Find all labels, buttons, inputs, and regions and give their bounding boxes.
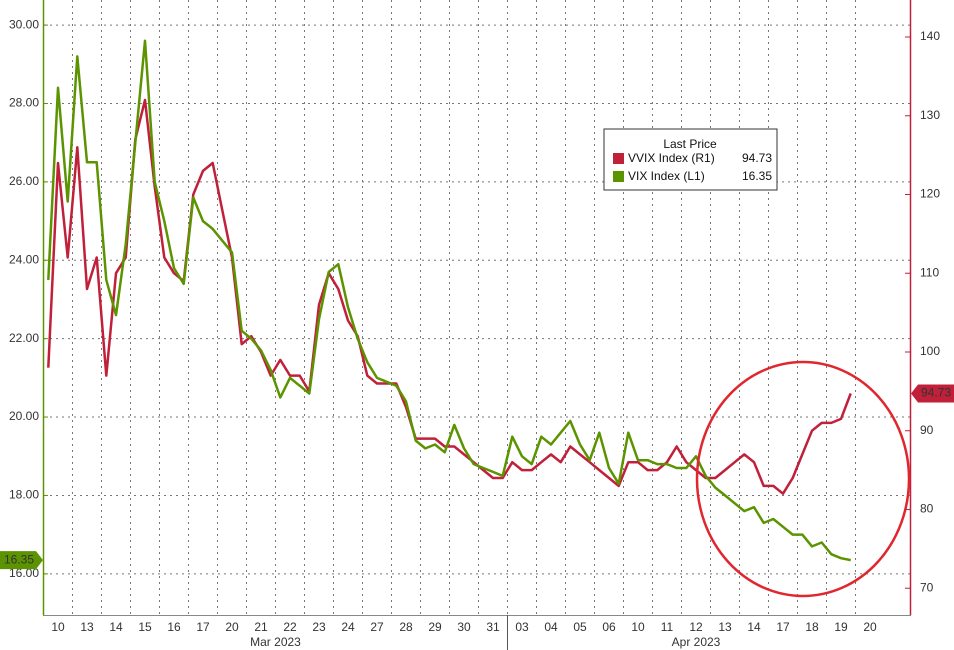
y-tick-label: 22.00: [9, 331, 39, 345]
x-tick-label: 23: [312, 620, 326, 634]
x-tick-label: 15: [138, 620, 152, 634]
y2-tick-label: 80: [920, 502, 934, 516]
x-tick-label: 31: [486, 620, 500, 634]
y2-tick-label: 90: [920, 423, 934, 437]
x-tick-label: 10: [631, 620, 645, 634]
y-tick-label: 26.00: [9, 174, 39, 188]
y2-tick-label: 70: [920, 580, 934, 594]
x-tick-label: 10: [51, 620, 65, 634]
legend: Last Price VVIX Index (R1) 94.73 VIX Ind…: [603, 128, 778, 191]
y-tick-label: 24.00: [9, 252, 39, 266]
series-line: [47, 39, 851, 562]
x-tick-label: 19: [834, 620, 848, 634]
month-label: Mar 2023: [250, 635, 301, 649]
x-tick-label: 27: [370, 620, 384, 634]
x-tick-label: 14: [747, 620, 761, 634]
x-tick-label: 21: [254, 620, 268, 634]
x-tick-label: 17: [196, 620, 210, 634]
y2-tick-label: 100: [920, 344, 940, 358]
x-tick-label: 18: [805, 620, 819, 634]
x-tick-label: 06: [602, 620, 616, 634]
last-value-label: 16.35: [4, 552, 34, 566]
y2-tick-label: 130: [920, 108, 940, 122]
legend-swatch: [613, 171, 624, 182]
y2-tick-label: 110: [920, 265, 939, 279]
legend-title: Last Price: [663, 137, 717, 151]
x-tick-label: 13: [718, 620, 732, 634]
x-tick-label: 28: [399, 620, 413, 634]
legend-label: VVIX Index (R1): [628, 151, 715, 165]
legend-swatch: [613, 153, 624, 164]
x-tick-label: 14: [109, 620, 123, 634]
y-tick-label: 20.00: [9, 409, 39, 423]
y-tick-label: 18.00: [9, 488, 39, 502]
month-label: Apr 2023: [672, 635, 721, 649]
y-tick-label: 28.00: [9, 96, 39, 110]
legend-label: VIX Index (L1): [628, 169, 705, 183]
plot: [47, 39, 852, 562]
x-tick-label: 17: [776, 620, 790, 634]
x-tick-label: 20: [225, 620, 239, 634]
x-tick-label: 04: [544, 620, 558, 634]
x-tick-label: 11: [661, 620, 674, 634]
y-tick-label: 16.00: [9, 566, 39, 580]
last-value-badge: [911, 384, 954, 403]
grid: [44, 0, 910, 615]
x-tick-label: 12: [689, 620, 703, 634]
y-tick-label: 30.00: [9, 17, 39, 31]
y2-tick-label: 140: [920, 29, 940, 43]
last-value-badge: [0, 551, 43, 570]
last-value-label: 94.73: [921, 386, 951, 400]
legend-value: 94.73: [742, 151, 772, 165]
x-tick-label: 30: [457, 620, 471, 634]
x-tick-label: 24: [341, 620, 355, 634]
legend-box: [603, 128, 778, 191]
x-tick-label: 29: [428, 620, 442, 634]
x-tick-label: 05: [573, 620, 587, 634]
x-tick-label: 22: [283, 620, 297, 634]
y2-tick-label: 120: [920, 187, 940, 201]
x-tick-label: 13: [80, 620, 94, 634]
highlight-circle: [695, 360, 911, 598]
legend-value: 16.35: [742, 169, 772, 183]
x-tick-label: 03: [515, 620, 529, 634]
x-tick-label: 20: [863, 620, 877, 634]
x-tick-label: 16: [167, 620, 181, 634]
